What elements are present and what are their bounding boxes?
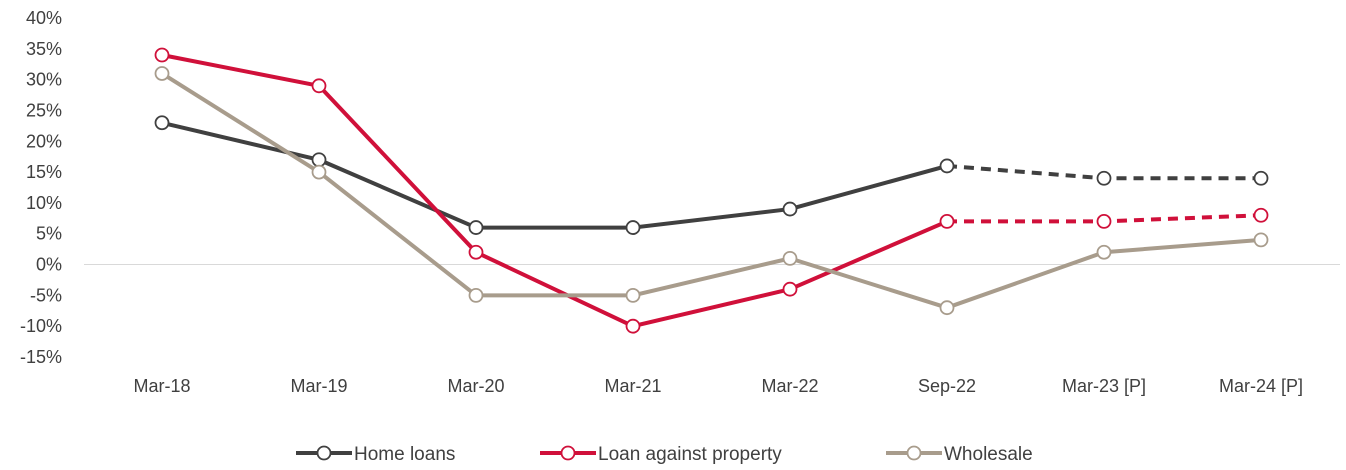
data-point — [311, 152, 327, 168]
y-tick-label: 15% — [26, 162, 62, 182]
data-point — [154, 66, 170, 81]
x-axis-tick-labels: Mar-18 Mar-19 Mar-20 Mar-21 Mar-22 Sep-22 Mar-… — [133, 376, 1303, 396]
y-tick-label: 25% — [26, 100, 62, 120]
data-point — [311, 164, 327, 180]
y-tick-label: 5% — [36, 224, 62, 244]
x-tick-label: Mar-24 [P] — [1219, 376, 1303, 396]
series-wholesale — [154, 66, 1269, 316]
y-tick-label: 0% — [36, 255, 62, 275]
data-point — [154, 47, 170, 63]
series-line-actual — [160, 120, 949, 230]
y-tick-label: 40% — [26, 8, 62, 28]
series-line-actual — [160, 52, 949, 329]
y-tick-label: 20% — [26, 131, 62, 151]
y-axis-tick-labels: 40% 35% 30% 25% 20% 15% 10% 5% 0% -5% -10% -15% — [20, 8, 62, 367]
legend-label: Home loans — [354, 444, 455, 465]
y-tick-label: -10% — [20, 316, 62, 336]
y-tick-label: -5% — [30, 285, 62, 305]
data-point — [1096, 213, 1112, 229]
data-point — [939, 213, 955, 229]
legend-label: Wholesale — [944, 444, 1033, 465]
y-tick-label: 35% — [26, 39, 62, 59]
x-tick-label: Mar-19 — [290, 376, 347, 396]
legend-marker-swatch — [316, 445, 332, 461]
data-point — [154, 115, 170, 131]
data-point — [1096, 244, 1112, 260]
y-tick-label: 10% — [26, 193, 62, 213]
data-point — [939, 300, 955, 316]
x-tick-label: Mar-23 [P] — [1062, 376, 1146, 396]
series-line — [160, 71, 1263, 310]
data-point — [468, 244, 484, 260]
data-point — [939, 158, 955, 174]
data-point — [782, 281, 798, 297]
data-point — [1253, 232, 1269, 248]
data-point — [625, 318, 641, 334]
legend-marker-swatch — [906, 445, 922, 461]
legend-item-loan-against-property: Loan against property — [540, 444, 782, 465]
data-point — [311, 78, 327, 94]
x-tick-label: Mar-20 — [447, 376, 504, 396]
x-tick-label: Mar-22 — [761, 376, 818, 396]
series-loan-against-property — [154, 47, 1269, 334]
data-point — [1096, 170, 1112, 186]
y-tick-label: -15% — [20, 347, 62, 367]
y-tick-label: 30% — [26, 70, 62, 90]
series-lines — [154, 47, 1269, 334]
legend: Home loans Loan against property Wholesale — [296, 444, 1033, 465]
data-point — [1253, 170, 1269, 186]
x-tick-label: Mar-18 — [133, 376, 190, 396]
data-point — [782, 250, 798, 266]
data-point — [468, 287, 484, 303]
x-tick-label: Sep-22 — [918, 376, 976, 396]
data-point — [468, 220, 484, 235]
data-point — [782, 201, 798, 217]
legend-item-wholesale: Wholesale — [886, 444, 1033, 465]
legend-label: Loan against property — [598, 444, 782, 465]
data-point — [625, 220, 641, 235]
legend-item-home-loans: Home loans — [296, 444, 455, 465]
x-tick-label: Mar-21 — [604, 376, 661, 396]
legend-marker-swatch — [560, 445, 576, 461]
data-point — [1253, 207, 1269, 223]
data-point — [625, 287, 641, 303]
